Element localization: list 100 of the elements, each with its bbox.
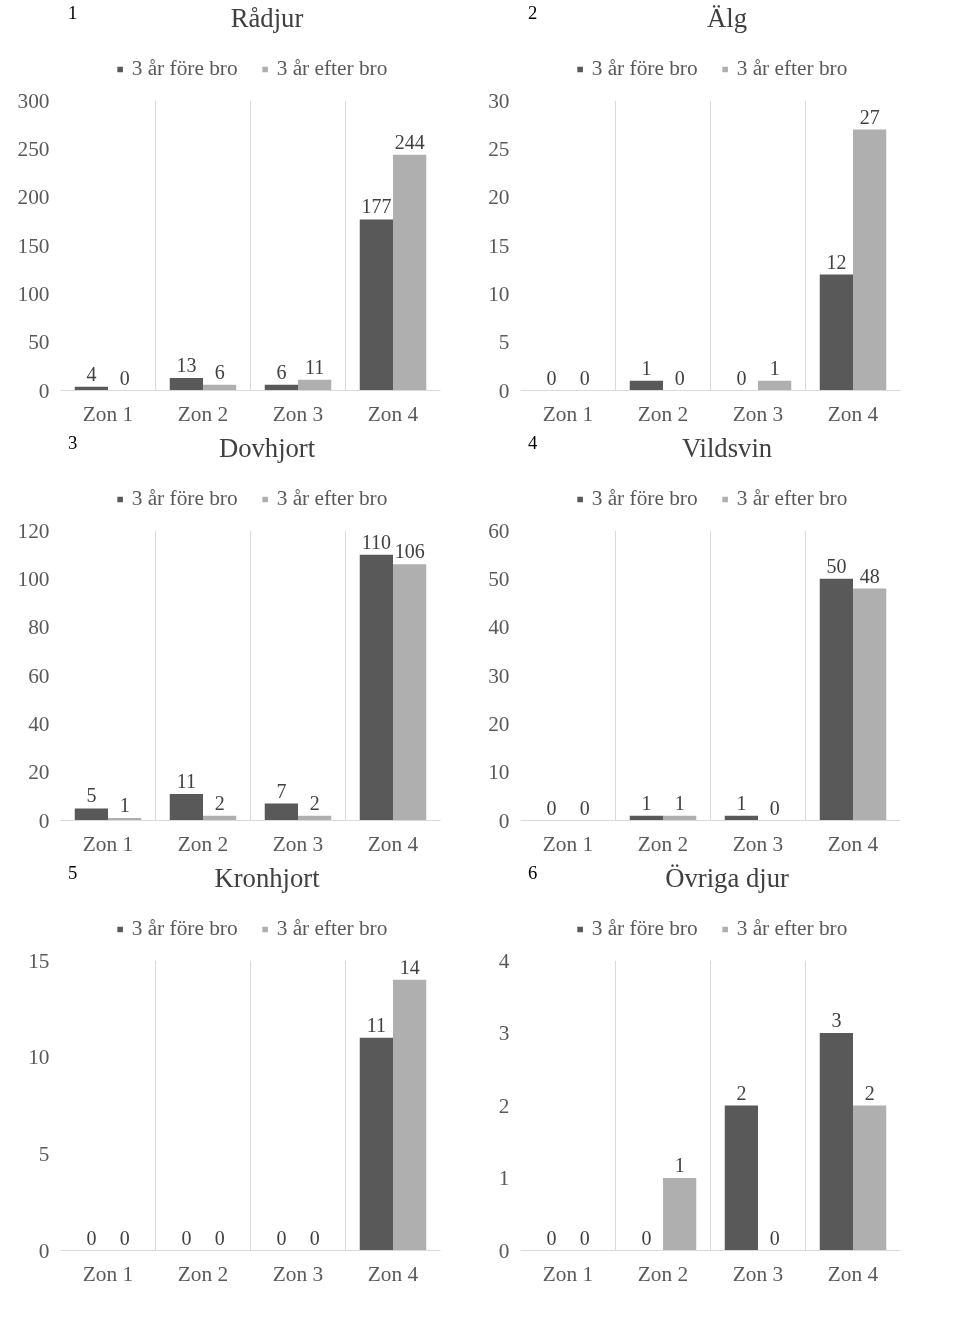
- data-label: 0: [309, 1226, 320, 1249]
- x-tick-label: Zon 4: [827, 1261, 879, 1286]
- data-label: 0: [674, 366, 685, 389]
- x-tick-label: Zon 4: [827, 831, 879, 856]
- bar: [724, 1105, 758, 1251]
- data-label: 0: [736, 366, 747, 389]
- data-label: 2: [736, 1081, 747, 1104]
- y-tick-label: 5: [38, 1141, 50, 1166]
- data-label: 0: [119, 366, 130, 389]
- y-tick-label: 0: [498, 808, 510, 833]
- x-tick-label: Zon 4: [827, 401, 879, 426]
- y-tick-label: 20: [488, 711, 510, 736]
- bar: [264, 803, 298, 821]
- data-label: 2: [214, 791, 225, 814]
- x-tick-label: Zon 1: [542, 401, 594, 426]
- bar: [298, 379, 332, 391]
- data-label: 11: [176, 769, 197, 792]
- data-label: 0: [546, 796, 557, 819]
- y-tick-label: 200: [17, 185, 50, 210]
- y-tick-label: 15: [488, 233, 510, 258]
- data-label: 0: [546, 366, 557, 389]
- y-tick-label: 10: [488, 281, 510, 306]
- data-label: 7: [276, 779, 287, 802]
- bar: [393, 154, 427, 391]
- y-tick-label: 30: [488, 88, 510, 113]
- chart-title: Dovhjort: [218, 433, 316, 464]
- legend-label: 3 år före bro: [591, 916, 698, 941]
- text: 1: [68, 2, 78, 24]
- y-tick-label: 60: [488, 518, 510, 543]
- x-tick-label: Zon 1: [82, 831, 134, 856]
- data-label: 11: [305, 355, 325, 378]
- data-label: 5: [86, 784, 97, 807]
- x-tick-label: Zon 1: [82, 401, 134, 426]
- bar: [853, 588, 887, 821]
- y-tick-label: 1: [498, 1166, 510, 1190]
- legend-label: 3 år före bro: [131, 56, 238, 81]
- y-tick-label: 5: [498, 330, 510, 355]
- x-tick-label: Zon 1: [542, 831, 594, 856]
- bar: [359, 554, 393, 821]
- legend-label: 3 år efter bro: [736, 56, 848, 81]
- data-label: 11: [366, 1013, 387, 1036]
- data-label: 244: [394, 130, 425, 153]
- data-label: 50: [826, 554, 847, 577]
- chart-title: Rådjur: [230, 3, 304, 34]
- bar: [169, 793, 203, 821]
- data-label: 0: [769, 796, 780, 819]
- data-label: 0: [579, 796, 590, 819]
- y-tick-label: 300: [17, 88, 50, 113]
- x-tick-label: Zon 1: [542, 1261, 594, 1286]
- data-label: 0: [546, 1226, 557, 1249]
- bar: [853, 129, 887, 391]
- bar: [758, 380, 792, 391]
- bar: [629, 380, 663, 391]
- data-label: 0: [181, 1226, 192, 1249]
- data-label: 110: [361, 530, 392, 553]
- bar: [819, 578, 853, 821]
- data-label: 4: [86, 362, 97, 385]
- y-tick-label: 120: [17, 518, 50, 543]
- x-tick-label: Zon 3: [272, 831, 324, 856]
- y-tick-label: 250: [17, 136, 50, 161]
- bar: [359, 219, 393, 391]
- data-label: 27: [859, 105, 880, 128]
- bar: [853, 1105, 887, 1251]
- chart-title: Övriga djur: [665, 863, 789, 894]
- x-tick-label: Zon 3: [272, 1261, 324, 1286]
- data-label: 0: [579, 366, 590, 389]
- x-tick-label: Zon 2: [177, 831, 229, 856]
- legend-label: 3 år efter bro: [736, 916, 848, 941]
- y-tick-label: 10: [28, 1045, 50, 1070]
- x-tick-label: Zon 2: [177, 401, 229, 426]
- x-tick-label: Zon 3: [732, 1261, 784, 1286]
- data-label: 0: [86, 1226, 97, 1249]
- text: 5: [68, 862, 78, 884]
- chart-title: Vildsvin: [681, 433, 773, 464]
- data-label: 1: [674, 1154, 685, 1176]
- x-tick-label: Zon 2: [637, 1261, 689, 1286]
- data-label: 106: [394, 540, 425, 563]
- data-label: 1: [641, 356, 652, 379]
- y-tick-label: 0: [38, 1238, 50, 1263]
- y-tick-label: 0: [38, 808, 50, 833]
- text: 3: [68, 432, 78, 454]
- data-label: 14: [399, 955, 420, 978]
- x-tick-label: Zon 1: [82, 1261, 134, 1286]
- x-tick-label: Zon 3: [272, 401, 324, 426]
- text: 2: [528, 2, 538, 24]
- data-label: 1: [641, 791, 652, 814]
- data-label: 1: [769, 356, 780, 379]
- y-tick-label: 80: [28, 615, 50, 640]
- y-tick-label: 20: [28, 760, 50, 785]
- data-label: 2: [309, 791, 320, 814]
- y-tick-label: 10: [488, 760, 510, 785]
- x-tick-label: Zon 4: [367, 1261, 419, 1286]
- data-label: 0: [276, 1226, 287, 1249]
- y-tick-label: 50: [488, 566, 510, 591]
- bar: [169, 377, 203, 391]
- y-tick-label: 25: [488, 136, 510, 161]
- legend-label: 3 år före bro: [591, 56, 698, 81]
- chart-title: Älg: [707, 3, 748, 34]
- data-label: 13: [176, 353, 197, 376]
- bar: [663, 1178, 697, 1251]
